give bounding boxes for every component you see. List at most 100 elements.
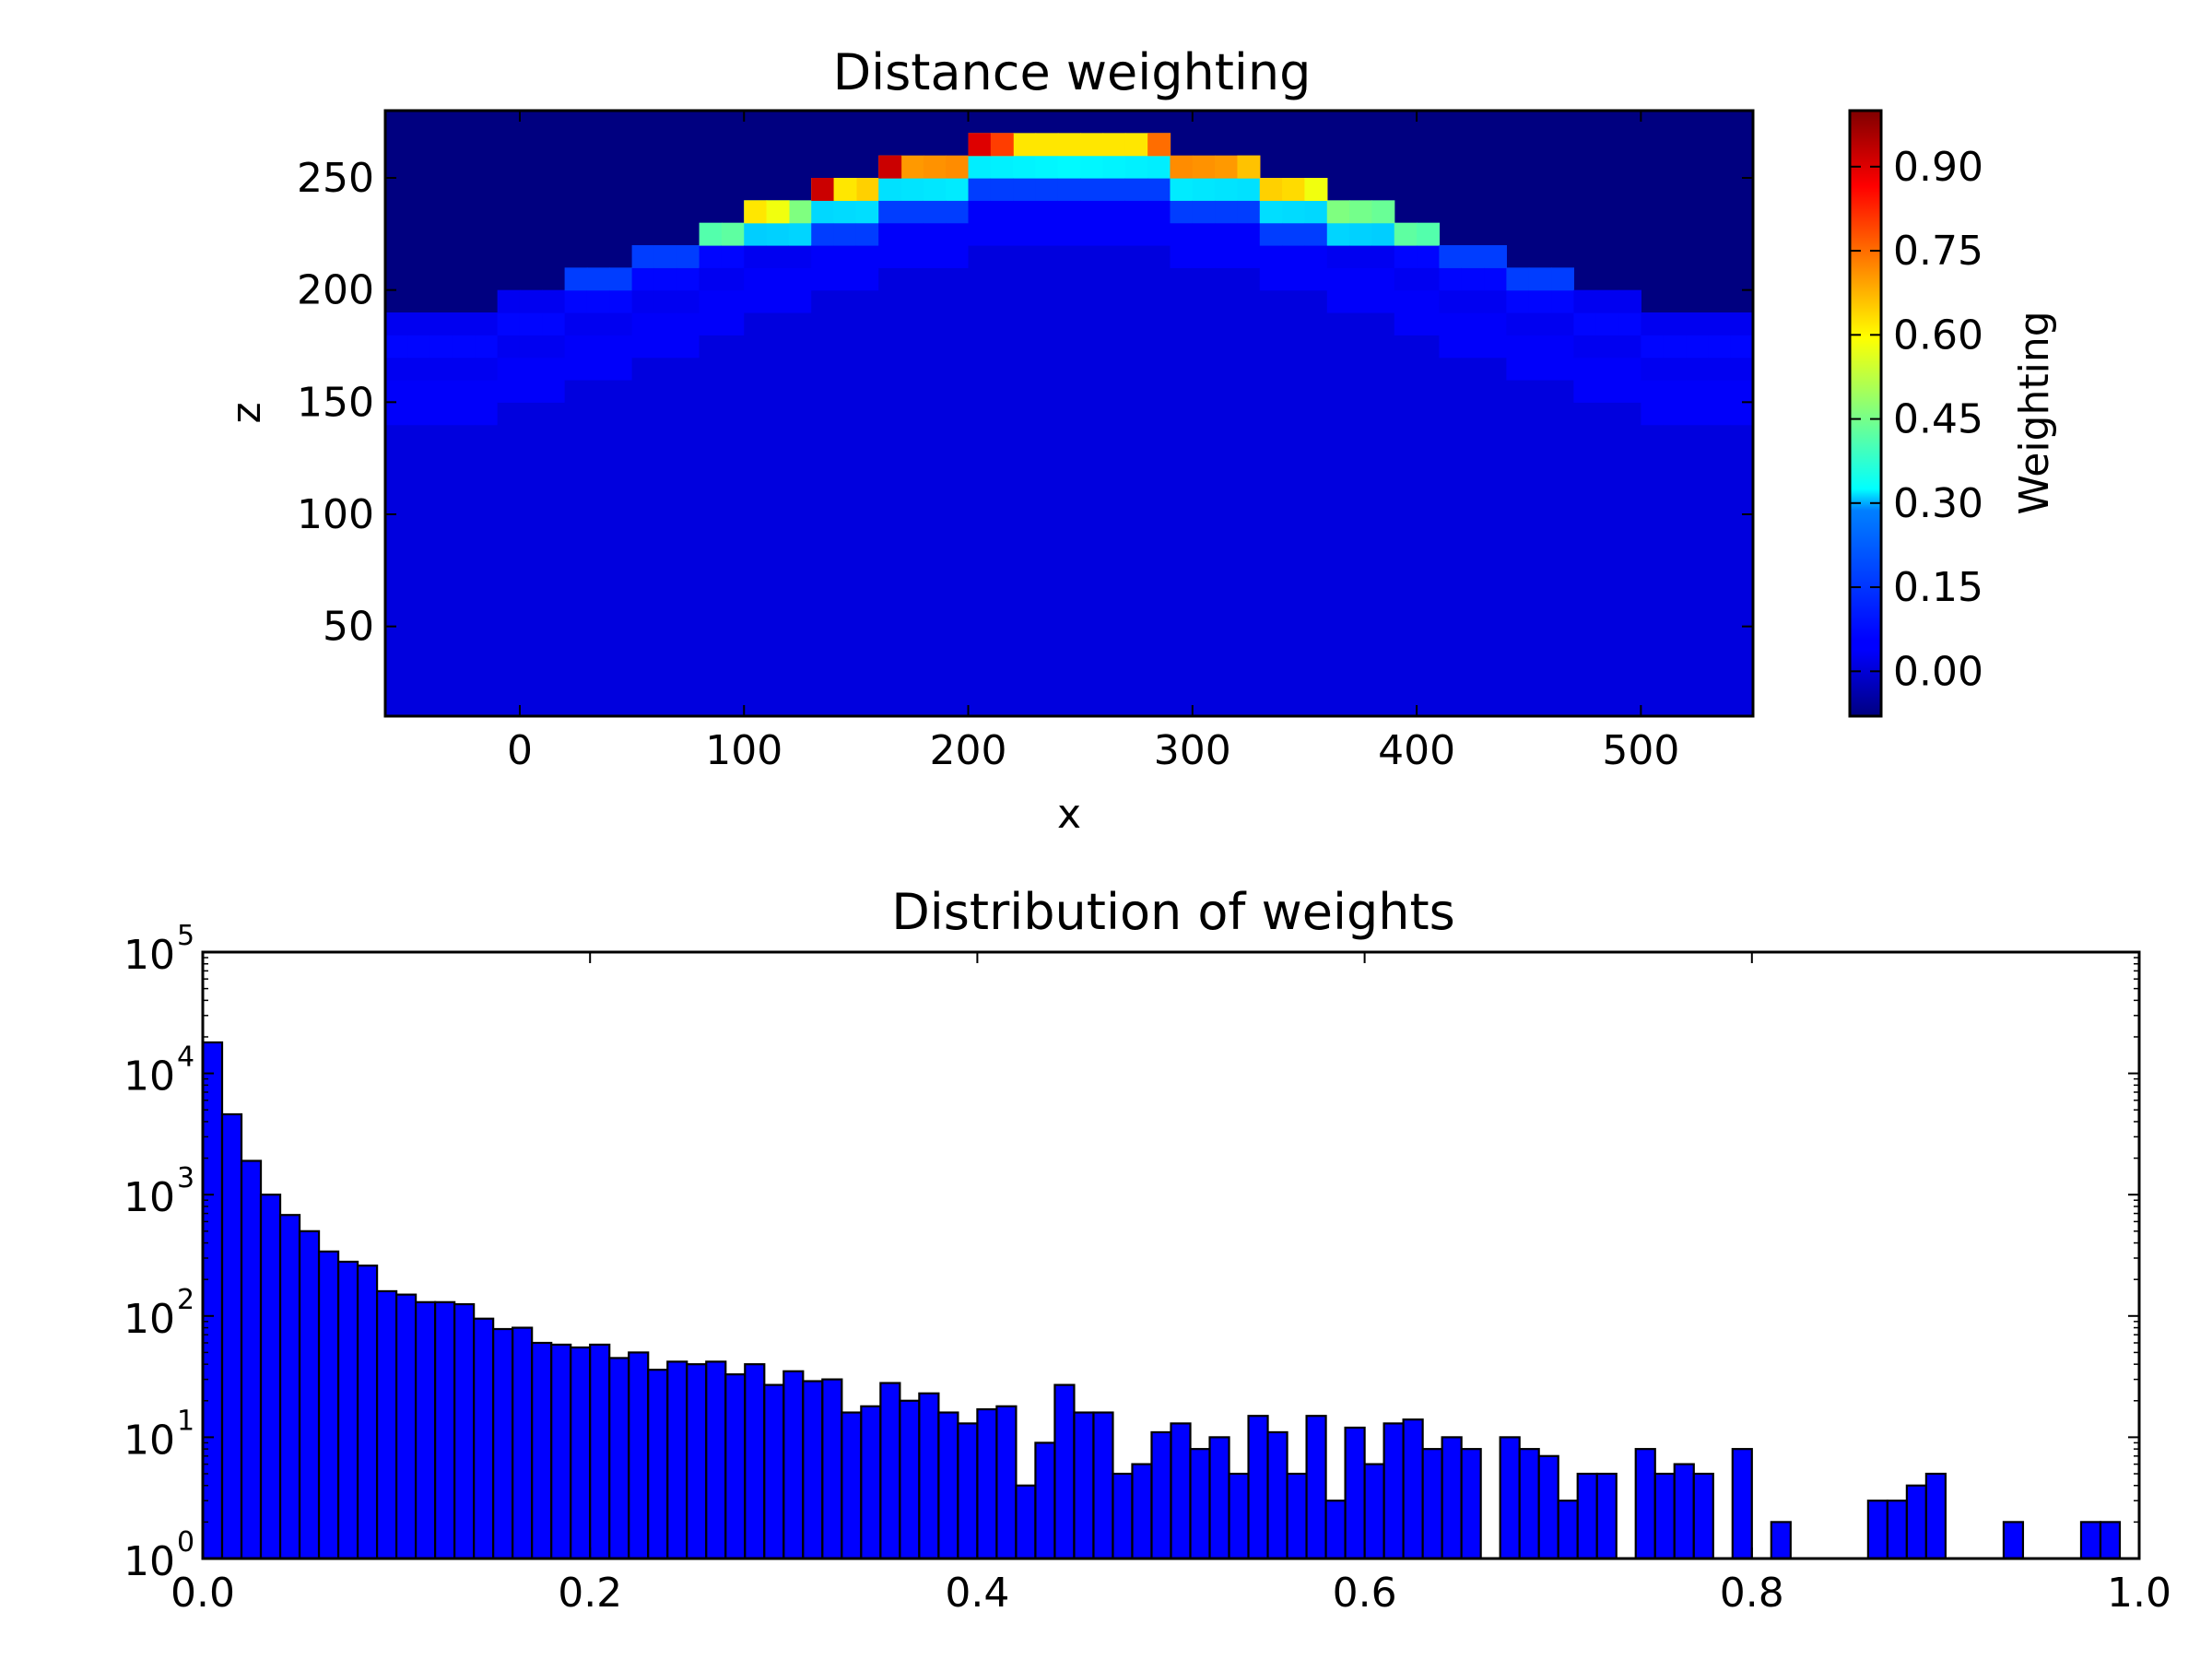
heatmap-cell	[586, 424, 610, 448]
heatmap-cell	[833, 491, 857, 515]
heatmap-cell	[1170, 200, 1194, 224]
heatmap-cell	[1595, 559, 1619, 582]
heatmap-cell	[542, 536, 566, 560]
heatmap-cell	[1192, 402, 1216, 426]
heatmap-cell	[990, 222, 1014, 246]
x-tick-label: 400	[1378, 727, 1455, 774]
heatmap-cell	[1170, 469, 1194, 493]
histogram-bar	[570, 1346, 592, 1560]
heatmap-cell	[878, 514, 902, 537]
heatmap-cell	[1417, 604, 1441, 628]
heatmap-cell	[1259, 514, 1283, 537]
histogram-bar	[957, 1422, 979, 1560]
heatmap-cell	[811, 200, 835, 224]
heatmap-cell	[1192, 289, 1216, 313]
heatmap-cell	[653, 582, 677, 605]
heatmap-cell	[1237, 200, 1261, 224]
heatmap-cell	[1259, 649, 1283, 672]
heatmap-cell	[1080, 289, 1104, 313]
histogram-bar	[2002, 1521, 2025, 1560]
heatmap-cell	[990, 402, 1014, 426]
heatmap-cell	[407, 536, 431, 560]
heatmap-cell	[1259, 289, 1283, 313]
heatmap-cell	[1461, 245, 1485, 268]
heatmap-cell	[1215, 245, 1239, 268]
histogram-panel: Distribution of weights 0.0 0.2 0.4 0.6 0.8 1…	[124, 883, 2171, 1617]
heatmap-cell	[923, 626, 947, 650]
heatmap-cell	[497, 514, 521, 537]
colorbar-tick-label: 0.60	[1893, 312, 1983, 359]
heatmap-cell	[1237, 335, 1261, 359]
heatmap-cell	[1124, 380, 1148, 403]
heatmap-cell	[1124, 267, 1148, 291]
heatmap-cell	[923, 469, 947, 493]
heatmap-cell	[1439, 402, 1463, 426]
y-tick-exponent: 5	[177, 920, 194, 952]
heatmap-cell	[1124, 424, 1148, 448]
y-tick-label: 10	[124, 1174, 175, 1221]
heatmap-cell	[788, 604, 812, 628]
heatmap-cell	[855, 469, 879, 493]
heatmap-cell	[1013, 380, 1037, 403]
heatmap-cell	[631, 604, 655, 628]
heatmap-cell	[1506, 649, 1530, 672]
heatmap-cell	[900, 671, 924, 695]
heatmap-cell	[946, 693, 970, 716]
heatmap-cell	[811, 245, 835, 268]
heatmap-cell	[1215, 693, 1239, 716]
heatmap-cell	[385, 559, 408, 582]
heatmap-cell	[1484, 380, 1507, 403]
heatmap-cell	[1102, 582, 1126, 605]
heatmap-cell	[1573, 469, 1597, 493]
heatmap-cell	[1192, 671, 1216, 695]
heatmap-cell	[855, 559, 879, 582]
heatmap-cell	[1349, 491, 1373, 515]
heatmap-cell	[1282, 380, 1306, 403]
heatmap-cell	[475, 380, 499, 403]
heatmap-cell	[1686, 559, 1709, 582]
heatmap-cell	[475, 693, 499, 716]
heatmap-cell	[833, 693, 857, 716]
heatmap-cell	[677, 245, 700, 268]
heatmap-cell	[1237, 626, 1261, 650]
heatmap-cell	[429, 335, 453, 359]
heatmap-cell	[1506, 536, 1530, 560]
heatmap-cell	[1506, 335, 1530, 359]
heatmap-cell	[1147, 671, 1171, 695]
heatmap-cell	[1124, 469, 1148, 493]
heatmap-cell	[1057, 312, 1081, 335]
heatmap-cell	[1035, 178, 1059, 201]
heatmap-cell	[385, 626, 408, 650]
heatmap-cell	[519, 559, 543, 582]
heatmap-cell	[788, 469, 812, 493]
heatmap-cell	[1461, 514, 1485, 537]
heatmap-cell	[833, 380, 857, 403]
heatmap-cell	[1259, 312, 1283, 335]
heatmap-cell	[699, 380, 723, 403]
heatmap-cell	[968, 626, 992, 650]
histogram-bar	[1595, 1472, 1618, 1560]
heatmap-cell	[1080, 222, 1104, 246]
heatmap-cell	[1349, 289, 1373, 313]
heatmap-cell	[1595, 335, 1619, 359]
heatmap-cell	[1484, 604, 1507, 628]
histogram-bar	[1344, 1426, 1366, 1560]
heatmap-cell	[855, 491, 879, 515]
heatmap-cell	[1102, 200, 1126, 224]
histogram-bar	[1092, 1411, 1114, 1560]
histogram-bar	[531, 1341, 553, 1560]
heatmap-cell	[1349, 402, 1373, 426]
heatmap-cell	[1170, 649, 1194, 672]
heatmap-cell	[1013, 469, 1037, 493]
heatmap-cell	[1641, 514, 1665, 537]
histogram-bar	[1866, 1500, 1888, 1560]
heatmap-cell	[1080, 469, 1104, 493]
heatmap-cell	[1259, 582, 1283, 605]
heatmap-cell	[990, 357, 1014, 381]
heatmap-cell	[542, 649, 566, 672]
heatmap-cell	[1461, 536, 1485, 560]
heatmap-cell	[1439, 469, 1463, 493]
heatmap-cell	[1124, 402, 1148, 426]
heatmap-cell	[1057, 536, 1081, 560]
heatmap-cell	[1170, 424, 1194, 448]
